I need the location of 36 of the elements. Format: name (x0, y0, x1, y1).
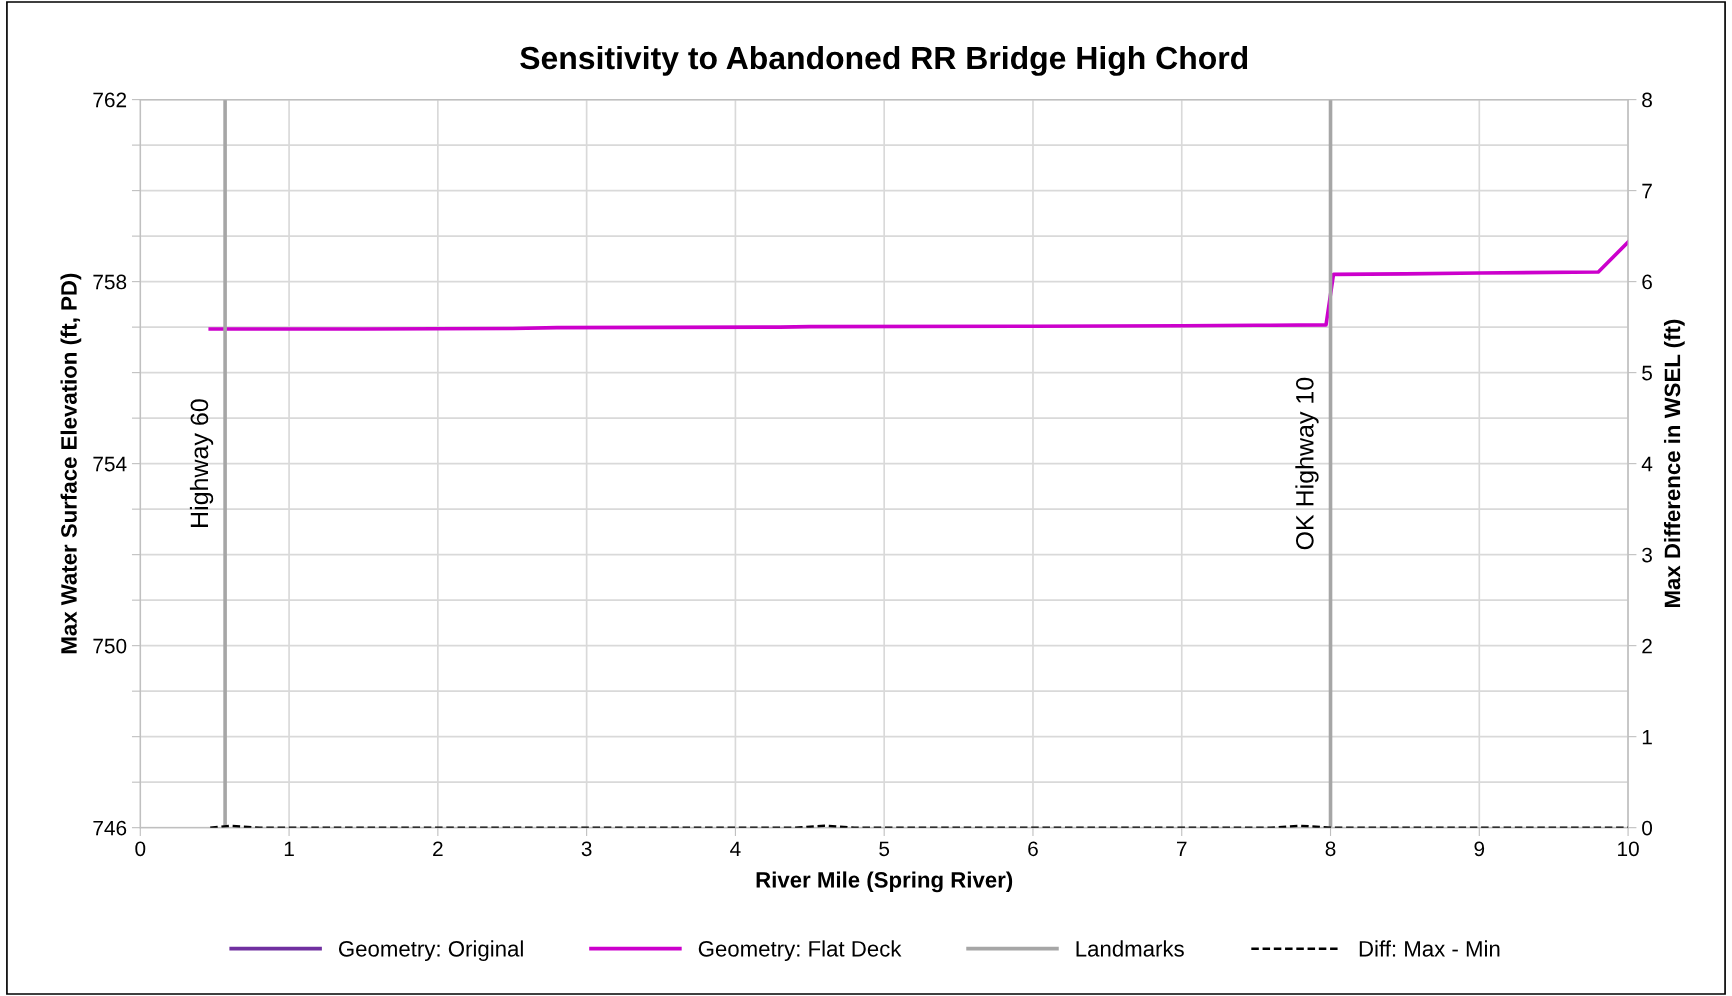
y-tick-label: 762 (93, 92, 127, 108)
legend-label: Geometry: Original (338, 940, 523, 962)
y-tick-label: 758 (93, 274, 127, 290)
x-tick-label: 3 (581, 841, 592, 857)
y-tick-label: 754 (93, 456, 127, 472)
annotation: OK Highway 10 (1295, 377, 1319, 550)
x-tick-label: 5 (879, 841, 890, 857)
y-tick-label: 746 (93, 820, 127, 836)
annotation: Highway 60 (189, 399, 214, 527)
line-series (208, 240, 1629, 331)
x-tick-label: 8 (1325, 841, 1336, 857)
legend-label: Geometry: Flat Deck (698, 940, 902, 962)
x-tick-label: 9 (1474, 841, 1485, 857)
legend-label: Landmarks (1076, 940, 1184, 957)
y2-tick-label: 3 (1642, 547, 1652, 563)
x-tick-label: 2 (433, 841, 443, 856)
x-tick-label: 10 (1618, 841, 1639, 857)
y2-tick-label: 0 (1642, 820, 1653, 836)
y2-tick-label: 5 (1642, 365, 1652, 381)
x-tick-label: 7 (1177, 841, 1187, 856)
y2-tick-label: 7 (1642, 183, 1652, 199)
y2-tick-label: 2 (1642, 638, 1652, 654)
y2-tick-label: 1 (1642, 729, 1652, 745)
y2-tick-label: 6 (1642, 274, 1652, 290)
y-axis-title: Max Water Surface Elevation (ft, PD) (60, 273, 82, 654)
legend-label: Diff: Max - Min (1359, 940, 1500, 957)
x-axis-title: River Mile (Spring River) (756, 871, 1013, 893)
chart-title: Sensitivity to Abandoned RR Bridge High Chord (520, 45, 1248, 76)
y2-tick-label: 8 (1642, 92, 1652, 108)
y-tick-label: 750 (93, 638, 127, 654)
x-tick-label: 1 (284, 841, 294, 856)
y2-axis-title: Max Difference in WSEL (ft) (1663, 319, 1685, 608)
x-tick-label: 6 (1028, 841, 1038, 857)
y2-tick-label: 4 (1641, 456, 1653, 472)
x-tick-label: 0 (135, 841, 146, 857)
x-tick-label: 4 (730, 841, 741, 856)
